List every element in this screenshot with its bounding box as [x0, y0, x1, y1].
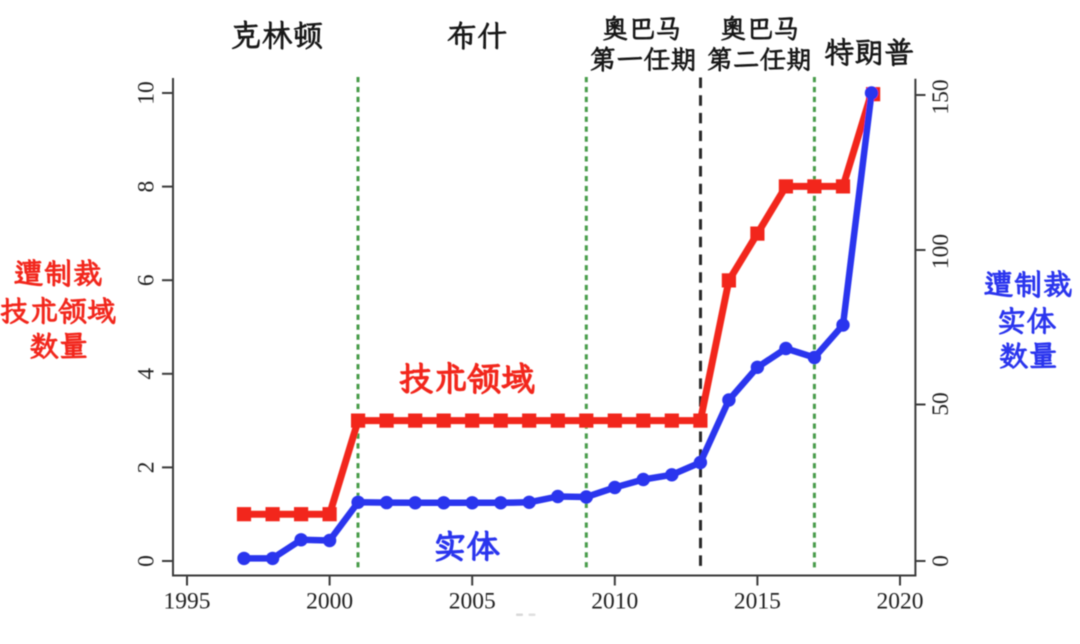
svg-text:2020: 2020 — [877, 589, 924, 615]
svg-text:150: 150 — [928, 79, 954, 114]
svg-text:2010: 2010 — [591, 589, 638, 615]
svg-text:0: 0 — [134, 555, 160, 567]
svg-text:10: 10 — [134, 81, 160, 105]
svg-text:2015: 2015 — [734, 589, 781, 615]
svg-text:50: 50 — [928, 392, 954, 416]
svg-text:2005: 2005 — [449, 589, 496, 615]
svg-text:2000: 2000 — [306, 589, 353, 615]
svg-text:1995: 1995 — [164, 589, 211, 615]
svg-text:100: 100 — [928, 234, 954, 269]
svg-text:6: 6 — [134, 274, 160, 286]
svg-text:0: 0 — [928, 555, 954, 567]
svg-text:2: 2 — [134, 462, 160, 474]
svg-text:4: 4 — [134, 368, 160, 380]
svg-text:8: 8 — [134, 181, 160, 193]
